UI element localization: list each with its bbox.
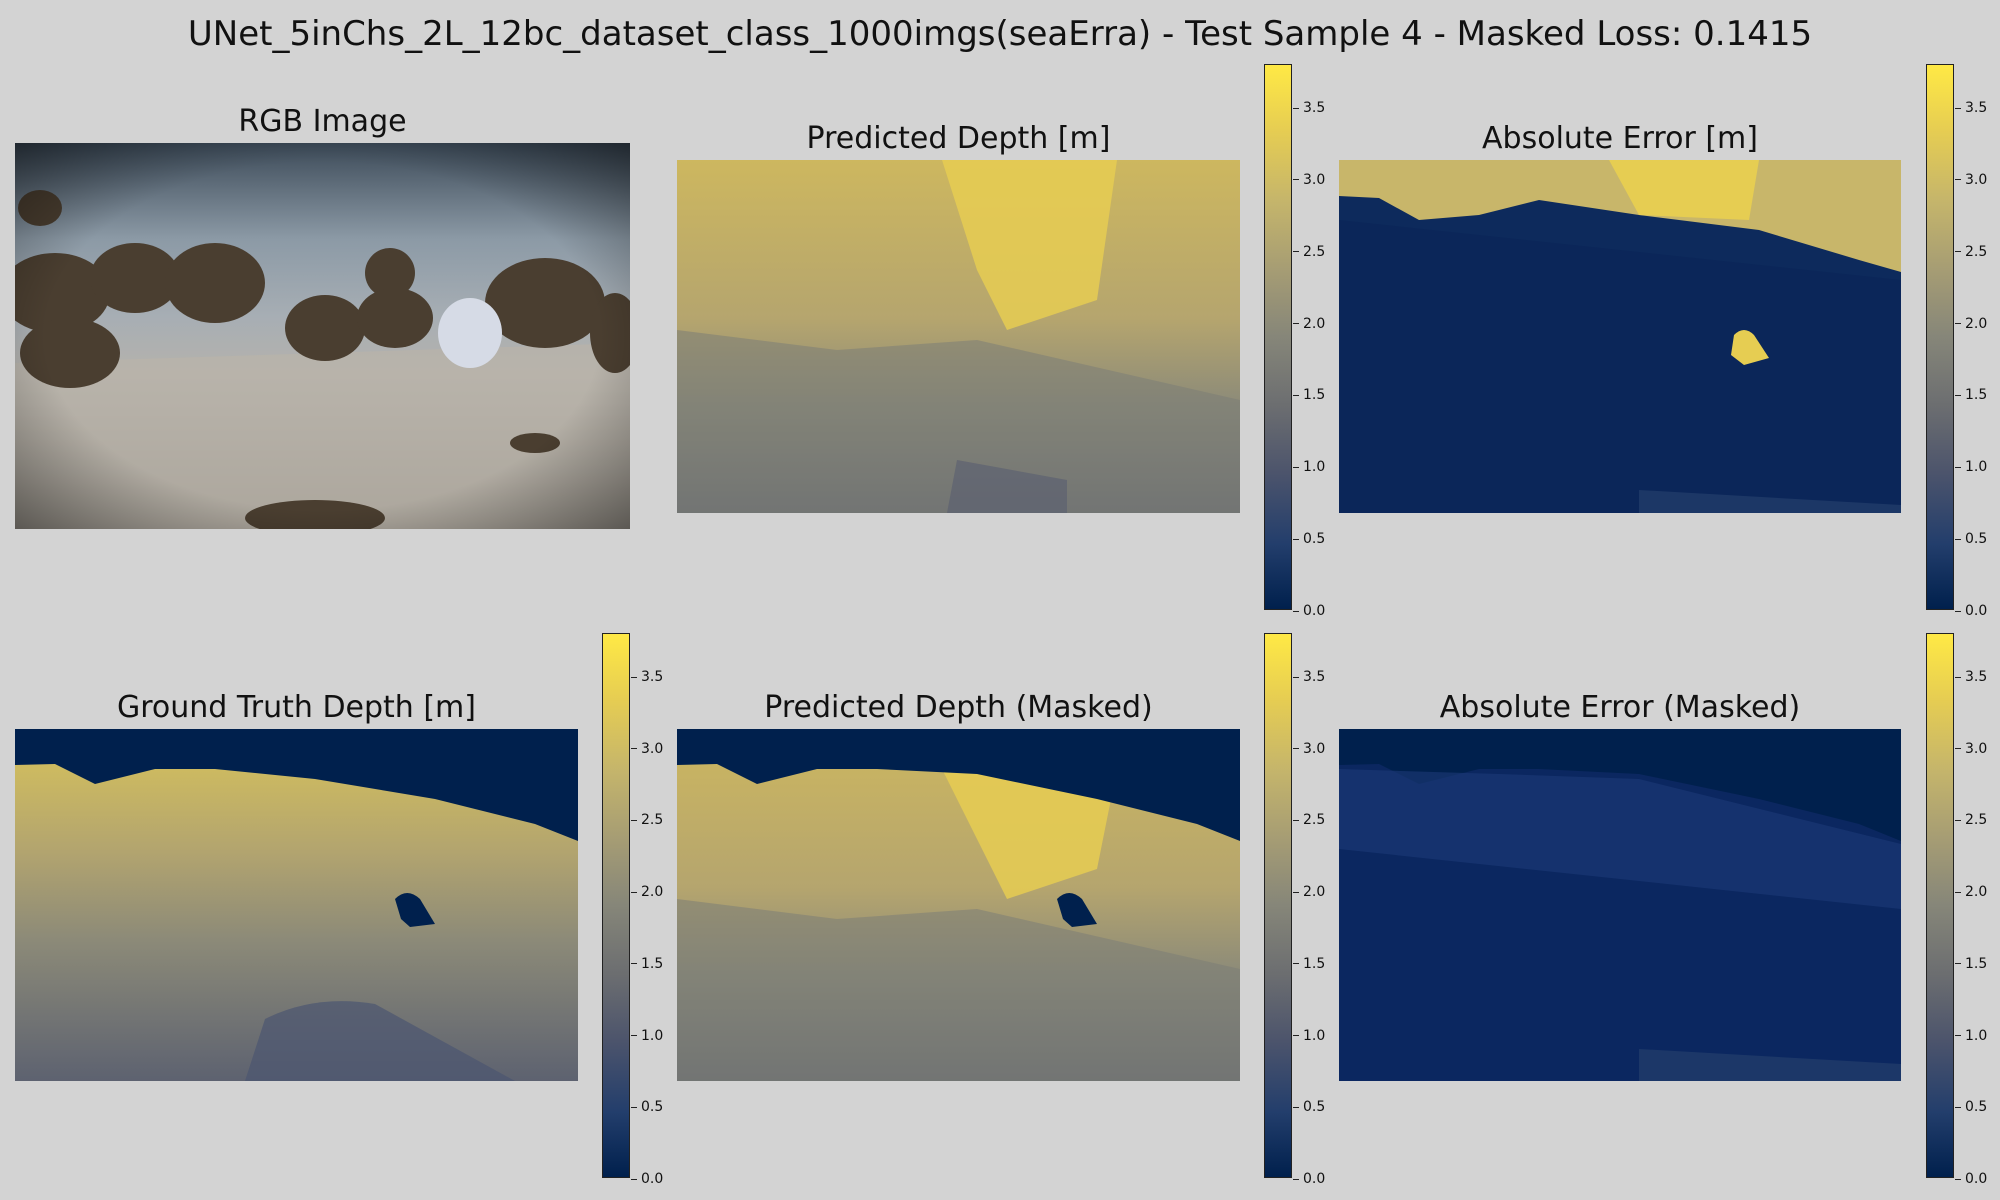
colorbar-tick-label: 1.5 bbox=[1965, 387, 1988, 404]
colorbar-tick-label: 3.5 bbox=[641, 669, 664, 686]
colorbar-tick-label: 1.5 bbox=[1303, 387, 1326, 404]
colorbar-tick-label: 1.0 bbox=[1303, 1027, 1326, 1044]
colorbar-tick-label: 0.0 bbox=[1965, 1171, 1988, 1187]
colorbar-predicted-depth: 0.0 0.5 1.0 1.5 2.0 2.5 3.0 3.5 bbox=[1264, 64, 1325, 619]
colorbar-tick-label: 3.5 bbox=[1303, 669, 1326, 686]
colorbar-tick-label: 1.0 bbox=[641, 1027, 664, 1044]
colorbar-tick-label: 0.5 bbox=[1303, 1099, 1326, 1116]
colorbar-tick-label: 3.0 bbox=[1965, 171, 1988, 188]
colorbar-tick-label: 3.5 bbox=[1965, 100, 1988, 117]
panel-title-predicted-depth: Predicted Depth [m] bbox=[806, 121, 1111, 156]
colorbar-tick-label: 2.5 bbox=[1965, 243, 1988, 260]
panel-title-absolute-error: Absolute Error [m] bbox=[1482, 121, 1758, 156]
colorbar-tick-label: 1.5 bbox=[1303, 955, 1326, 972]
colorbar-tick-label: 3.0 bbox=[1965, 740, 1988, 757]
colorbar-tick-label: 3.0 bbox=[1303, 740, 1326, 757]
colorbar-tick-label: 0.5 bbox=[1303, 531, 1326, 548]
colorbar-tick-label: 2.5 bbox=[641, 812, 664, 829]
colorbar-tick-label: 0.0 bbox=[1303, 603, 1326, 619]
colorbar-tick-label: 2.5 bbox=[1965, 812, 1988, 829]
colorbar-tick-label: 2.0 bbox=[1965, 315, 1988, 332]
colorbar-tick-label: 1.0 bbox=[1965, 459, 1988, 476]
colorbar-tick-label: 2.5 bbox=[1303, 812, 1326, 829]
colorbar-predicted-depth-masked: 0.0 0.5 1.0 1.5 2.0 2.5 3.0 3.5 bbox=[1264, 633, 1325, 1187]
colorbar-tick-label: 0.0 bbox=[1965, 603, 1988, 619]
colorbar-tick-label: 3.5 bbox=[1303, 100, 1326, 117]
colorbar-tick-label: 3.0 bbox=[1303, 171, 1326, 188]
colorbar-absolute-error-masked: 0.0 0.5 1.0 1.5 2.0 2.5 3.0 3.5 bbox=[1926, 633, 1987, 1187]
predicted-depth-map bbox=[677, 160, 1240, 513]
colorbar-tick-label: 2.0 bbox=[1965, 884, 1988, 901]
colorbar-tick-label: 0.5 bbox=[1965, 531, 1988, 548]
panel-title-absolute-error-masked: Absolute Error (Masked) bbox=[1439, 690, 1801, 725]
absolute-error-masked-map bbox=[1339, 729, 1901, 1081]
figure-title: UNet_5inChs_2L_12bc_dataset_class_1000im… bbox=[187, 14, 1813, 54]
colorbar-tick-label: 1.5 bbox=[641, 955, 664, 972]
panel-title-rgb: RGB Image bbox=[238, 104, 407, 139]
absolute-error-map bbox=[1339, 160, 1901, 513]
colorbar-tick-label: 1.0 bbox=[1303, 459, 1326, 476]
ground-truth-depth-map bbox=[15, 729, 578, 1081]
colorbar-tick-label: 1.5 bbox=[1965, 955, 1988, 972]
predicted-depth-masked-map bbox=[677, 729, 1240, 1081]
colorbar-tick-label: 2.0 bbox=[1303, 884, 1326, 901]
colorbar-tick-label: 0.5 bbox=[1965, 1099, 1988, 1116]
colorbar-tick-label: 2.0 bbox=[641, 884, 664, 901]
colorbar-tick-label: 2.0 bbox=[1303, 315, 1326, 332]
colorbar-tick-label: 3.5 bbox=[1965, 669, 1988, 686]
colorbar-tick-label: 0.0 bbox=[641, 1171, 664, 1187]
colorbar-tick-label: 3.0 bbox=[641, 740, 664, 757]
colorbar-ground-truth: 0.0 0.5 1.0 1.5 2.0 2.5 3.0 3.5 bbox=[602, 633, 663, 1187]
rgb-image bbox=[15, 143, 630, 529]
colorbar-absolute-error: 0.0 0.5 1.0 1.5 2.0 2.5 3.0 3.5 bbox=[1926, 64, 1987, 619]
colorbar-tick-label: 0.5 bbox=[641, 1099, 664, 1116]
panel-title-ground-truth-depth: Ground Truth Depth [m] bbox=[116, 690, 476, 725]
panel-title-predicted-depth-masked: Predicted Depth (Masked) bbox=[764, 690, 1153, 725]
colorbar-tick-label: 1.0 bbox=[1965, 1027, 1988, 1044]
colorbar-tick-label: 2.5 bbox=[1303, 243, 1326, 260]
colorbar-tick-label: 0.0 bbox=[1303, 1171, 1326, 1187]
